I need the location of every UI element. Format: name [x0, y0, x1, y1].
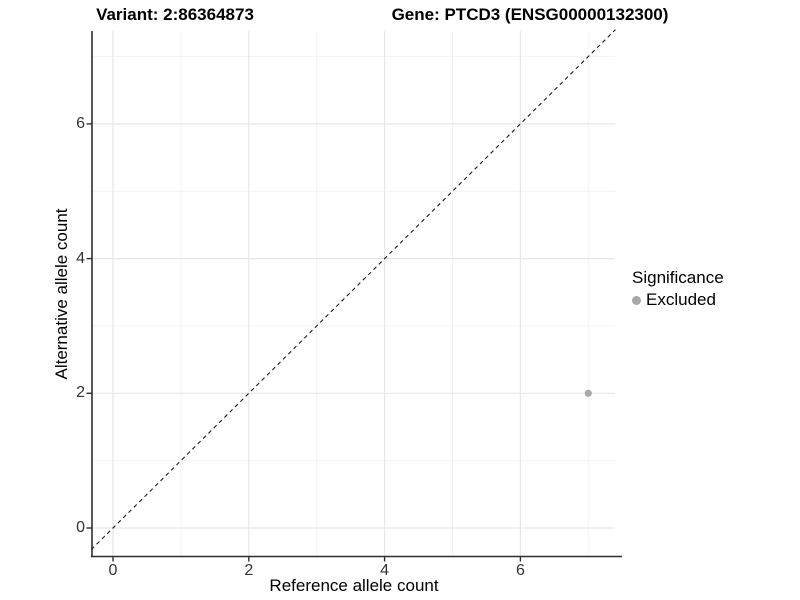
x-tick-label: 2	[244, 562, 254, 579]
plot-title-variant: Variant: 2:86364873	[96, 5, 254, 24]
legend-title: Significance	[632, 268, 724, 287]
x-axis-title: Reference allele count	[269, 576, 439, 595]
data-point	[584, 389, 592, 397]
x-tick-label: 4	[380, 562, 390, 579]
y-tick-label: 0	[76, 519, 85, 536]
x-tick-label: 0	[108, 562, 118, 579]
identity-dashed-line	[90, 29, 616, 550]
y-tick-label: 4	[76, 249, 85, 267]
y-tick-label: 2	[76, 384, 85, 402]
x-tick-label: 6	[515, 562, 525, 579]
legend-item-label: Excluded	[646, 290, 716, 309]
legend-key-dot-icon	[632, 295, 641, 305]
plot-title-gene: Gene: PTCD3 (ENSG00000132300)	[391, 5, 669, 24]
y-tick-label: 6	[76, 114, 85, 132]
legend: Significance Excluded	[632, 268, 724, 310]
legend-item-excluded: Excluded	[632, 290, 724, 310]
y-axis-title: Alternative allele count	[52, 208, 71, 380]
